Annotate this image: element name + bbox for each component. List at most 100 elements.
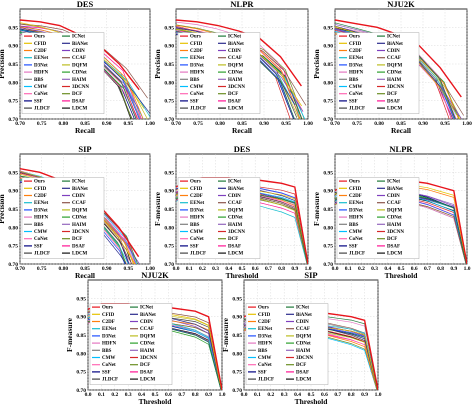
chart-title: NLPR xyxy=(230,0,254,9)
legend-label: DCF xyxy=(228,237,238,242)
x-tick-label: 0.9 xyxy=(361,392,368,398)
legend-label: 3DCNN xyxy=(72,230,89,235)
x-tick-label: 0.70 xyxy=(171,121,181,127)
y-tick-label: 0.95 xyxy=(8,25,18,31)
legend-label: HDFN xyxy=(34,71,49,76)
legend-label: Ours xyxy=(349,180,360,185)
y-tick-label: 0.80 xyxy=(323,80,333,86)
chart-title: NJU2K xyxy=(141,270,169,280)
x-tick-label: 0.1 xyxy=(254,392,261,398)
y-tick-label: 0.85 xyxy=(232,333,242,339)
x-tick-label: 0.7 xyxy=(334,392,341,398)
legend-label: JLDCF xyxy=(34,107,50,112)
x-tick-label: 0.6 xyxy=(321,392,328,398)
y-tick-label: 0.90 xyxy=(8,189,18,195)
x-tick-label: 1.0 xyxy=(305,266,312,272)
x-tick-label: 0.6 xyxy=(411,266,418,272)
x-tick-label: 0.5 xyxy=(152,392,159,398)
x-tick-label: 0.2 xyxy=(267,392,274,398)
y-tick-label: 0.90 xyxy=(164,44,174,50)
legend-label: CoNet xyxy=(258,363,272,368)
legend-label: DSAF xyxy=(296,370,309,375)
chart-panel-0: 0.70 0.75 0.80 0.85 0.90 0.95 1.00 0.70 0.75 0.80… xyxy=(0,0,155,135)
legend-label: JLDCF xyxy=(102,378,118,383)
y-tick-label: 0.75 xyxy=(164,99,174,105)
y-tick-label: 0.70 xyxy=(8,262,18,268)
legend-label: LDCM xyxy=(387,107,403,112)
x-tick-label: 0.9 xyxy=(291,266,298,272)
y-tick-label: 0.70 xyxy=(323,262,333,268)
legend-label: DCF xyxy=(72,92,82,97)
legend-label: BiANet xyxy=(296,313,312,318)
x-tick-label: 0.0 xyxy=(85,392,92,398)
y-tick-label: 0.80 xyxy=(8,225,18,231)
legend-label: LDCM xyxy=(72,107,88,112)
x-tick-label: 0.4 xyxy=(384,266,391,272)
y-tick-label: 0.80 xyxy=(76,351,86,357)
x-tick-label: 0.80 xyxy=(59,121,69,127)
legend-box xyxy=(21,32,105,114)
legend-label: DSAF xyxy=(140,370,153,375)
legend-label: D3Net xyxy=(190,208,204,213)
legend-label: HAIM xyxy=(140,349,154,354)
y-tick-label: 0.70 xyxy=(164,117,174,123)
legend-label: EENet xyxy=(190,56,205,61)
legend-label: C2DF xyxy=(190,194,203,199)
legend-label: CMW xyxy=(34,230,47,235)
legend-label: CCAF xyxy=(296,327,310,332)
x-tick-label: 0.80 xyxy=(215,121,225,127)
y-tick-label: 0.70 xyxy=(76,388,86,394)
legend-label: CMW xyxy=(34,85,47,90)
y-tick-label: 0.95 xyxy=(232,296,242,302)
legend-box xyxy=(89,303,173,386)
legend-label: Ours xyxy=(34,35,45,40)
legend-label: BBS xyxy=(349,223,359,228)
x-axis-label: Threshold xyxy=(226,271,260,280)
legend-label: DQFM xyxy=(72,208,88,213)
legend-label: CCAF xyxy=(387,56,401,61)
legend-label: ICNet xyxy=(228,180,241,185)
y-tick-label: 0.90 xyxy=(76,315,86,321)
legend-box xyxy=(245,303,329,386)
legend-label: DSAF xyxy=(228,244,241,249)
legend-label: CMW xyxy=(258,356,271,361)
y-tick-label: 0.95 xyxy=(164,170,174,176)
legend-label: JLDCF xyxy=(190,107,206,112)
legend-label: 3DCNN xyxy=(140,356,157,361)
legend-label: CDIN xyxy=(228,49,241,54)
legend-label: CMW xyxy=(349,85,362,90)
legend-label: SSF xyxy=(349,244,358,249)
y-tick-label: 0.80 xyxy=(232,351,242,357)
legend-label: BiANet xyxy=(228,42,244,47)
legend-label: ICNet xyxy=(72,35,85,40)
x-tick-label: 0.75 xyxy=(37,266,47,272)
legend-label: BiANet xyxy=(72,42,88,47)
y-tick-label: 0.85 xyxy=(323,62,333,68)
legend-label: BBS xyxy=(190,223,200,228)
legend-label: Ours xyxy=(349,35,360,40)
x-tick-label: 0.5 xyxy=(308,392,315,398)
legend-label: C2DF xyxy=(190,49,203,54)
legend-label: 3DCNN xyxy=(387,230,404,235)
series-line-ours xyxy=(176,19,302,87)
x-tick-label: 0.0 xyxy=(241,392,248,398)
x-tick-label: 0.95 xyxy=(124,266,134,272)
y-tick-label: 0.80 xyxy=(164,80,174,86)
legend-label: CDIN xyxy=(140,320,153,325)
legend-label: BiANet xyxy=(387,187,403,192)
x-tick-label: 0.75 xyxy=(193,121,203,127)
legend-label: EENet xyxy=(102,327,117,332)
legend-label: JLDCF xyxy=(349,252,365,257)
x-tick-label: 0.7 xyxy=(178,392,185,398)
legend-label: D3Net xyxy=(349,208,363,213)
y-axis-label: Precision xyxy=(0,48,6,78)
x-tick-label: 0.70 xyxy=(330,121,340,127)
legend-label: CMW xyxy=(349,230,362,235)
x-tick-label: 0.0 xyxy=(173,266,180,272)
legend-label: LDCM xyxy=(140,378,156,383)
x-tick-label: 0.1 xyxy=(186,266,193,272)
legend-label: CoNet xyxy=(190,237,204,242)
legend-label: CCAF xyxy=(140,327,154,332)
legend-label: D3Net xyxy=(34,208,48,213)
y-tick-label: 0.95 xyxy=(323,25,333,31)
